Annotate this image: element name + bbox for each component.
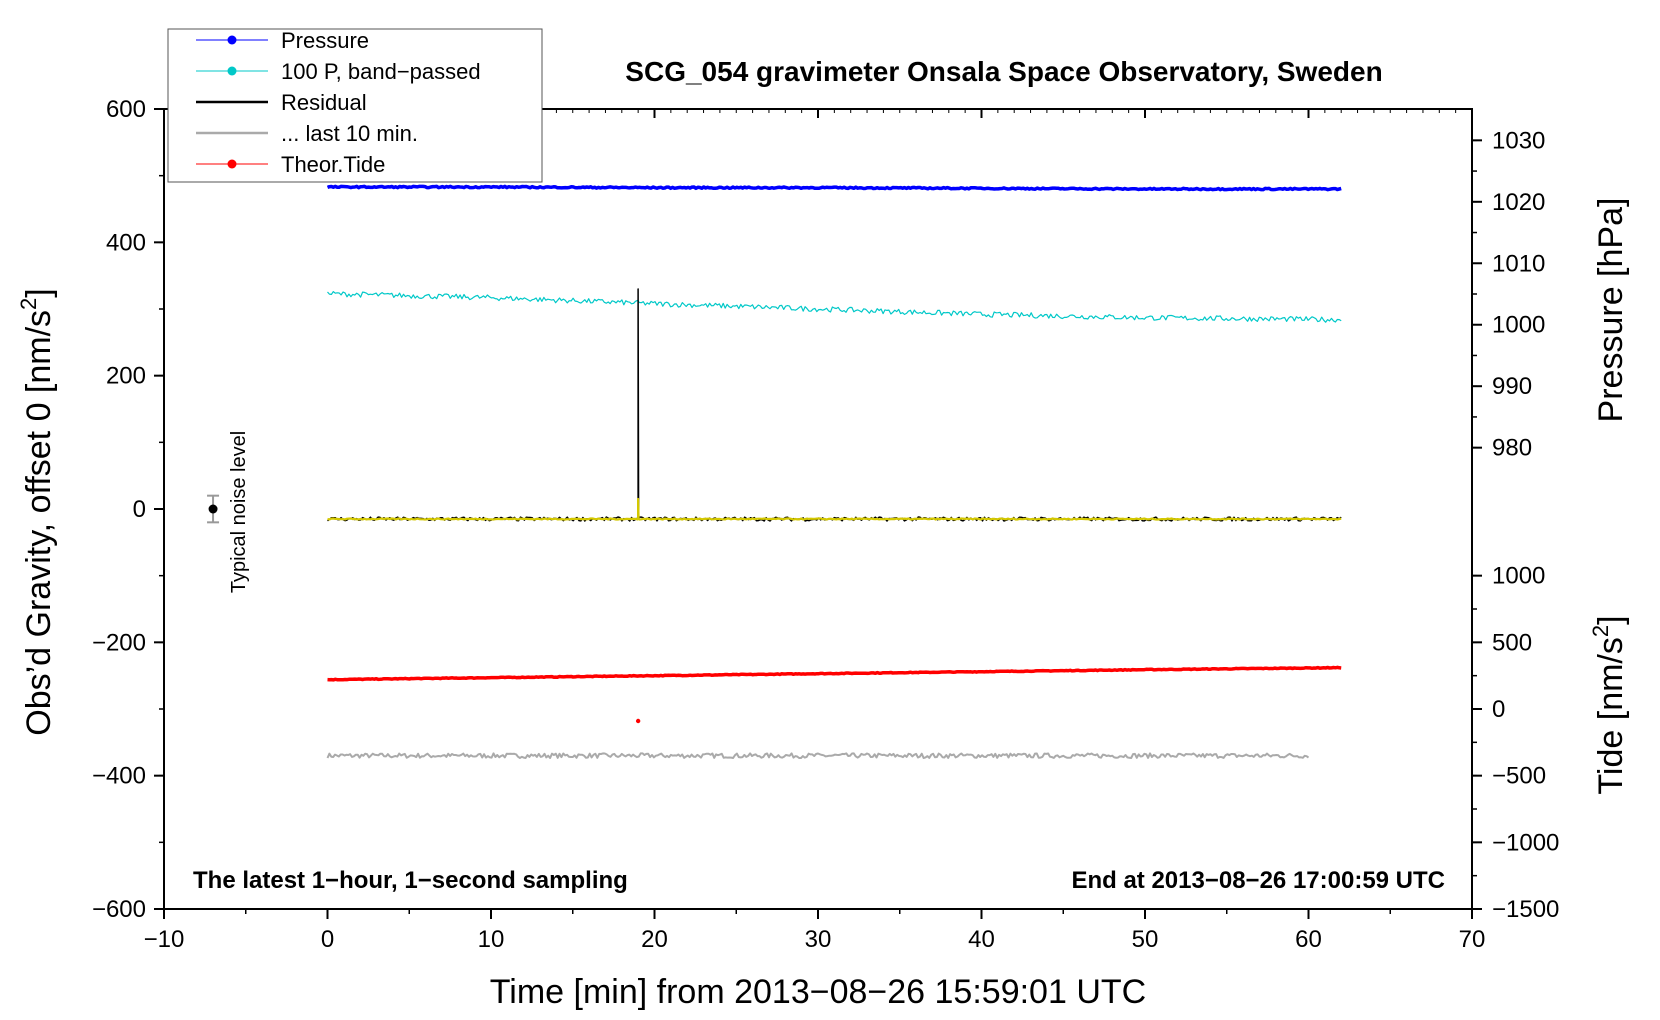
y-axis-title-sup: 2 [16,298,41,310]
pressure-tick-label: 1000 [1492,312,1545,339]
legend-label: Pressure [281,28,369,53]
pressure-tick-label: 1020 [1492,189,1545,216]
x-tick-label: −10 [144,926,185,953]
x-tick-label: 20 [641,926,668,953]
ticks-group: −10 0 10 20 30 40 50 60 70−600−400−2000200400600… [92,96,1559,953]
tide-tick-label: 0 [1492,696,1505,723]
pressure-axis-title: Pressure [hPa] [1592,198,1630,423]
x-tick-label: 0 [321,926,334,953]
tide-tick-label: 1000 [1492,563,1545,590]
y-tick-label: 400 [106,229,146,256]
legend-marker [227,159,237,169]
y-axis-title-tail: ] [20,288,58,297]
tide-tick-label: 500 [1492,629,1532,656]
tide-axis-title-main: Tide [nm/s [1592,637,1630,794]
x-tick-label: 60 [1295,926,1322,953]
noise-level-label: Typical noise level [228,431,250,593]
legend-label: ... last 10 min. [281,121,418,146]
noise-point [208,504,218,514]
x-tick-label: 30 [805,926,832,953]
chart-title: SCG_054 gravimeter Onsala Space Observat… [625,56,1382,87]
y-tick-label: −600 [92,896,146,923]
y-axis-title: Obs’d Gravity, offset 0 [nm/s2] [16,288,58,735]
y-axis-title-main: Obs’d Gravity, offset 0 [nm/s [20,310,58,736]
y-tick-label: 200 [106,363,146,390]
pressure-tick-label: 990 [1492,373,1532,400]
legend-box [167,28,543,183]
series-group [207,184,1342,759]
y-tick-label: 600 [106,96,146,123]
pressure-tick-label: 980 [1492,435,1532,462]
series-line-residual-smoothed [327,497,1342,521]
tide-tick-label: −1500 [1492,896,1559,923]
x-tick-label: 40 [968,926,995,953]
legend-label: 100 P, band−passed [281,59,481,84]
legend-label: Theor.Tide [281,152,385,177]
x-axis-title: Time [min] from 2013−08−26 15:59:01 UTC [490,973,1146,1011]
annotation-sampling: The latest 1−hour, 1−second sampling [193,867,628,894]
x-tick-label: 70 [1459,926,1486,953]
legend-label: Residual [281,90,367,115]
tide-tick-label: −1000 [1492,829,1559,856]
tide-tick-label: −500 [1492,763,1546,790]
y-tick-label: −400 [92,763,146,790]
y-tick-label: 0 [133,496,146,523]
legend: Pressure 100 P, band−passed Residual ... la… [167,28,543,183]
legend-marker [227,66,237,76]
series-line-100-p-band-passed [327,291,1342,323]
tide-axis-title-tail: ] [1592,615,1630,624]
tide-axis-title: Tide [nm/s2] [1588,615,1630,794]
pressure-tick-label: 1030 [1492,127,1545,154]
tide-axis-title-sup: 2 [1588,625,1613,637]
series-outlier-theor-tide [635,718,641,724]
x-tick-label: 10 [478,926,505,953]
legend-marker [227,35,237,45]
series-line-pressure [326,184,1342,192]
series-line-last-10-min [326,752,1310,759]
pressure-tick-label: 1010 [1492,250,1545,277]
x-tick-label: 50 [1132,926,1159,953]
series-line-theor-tide [327,665,1342,682]
y-tick-label: −200 [92,629,146,656]
annotation-end-time: End at 2013−08−26 17:00:59 UTC [1071,867,1445,894]
